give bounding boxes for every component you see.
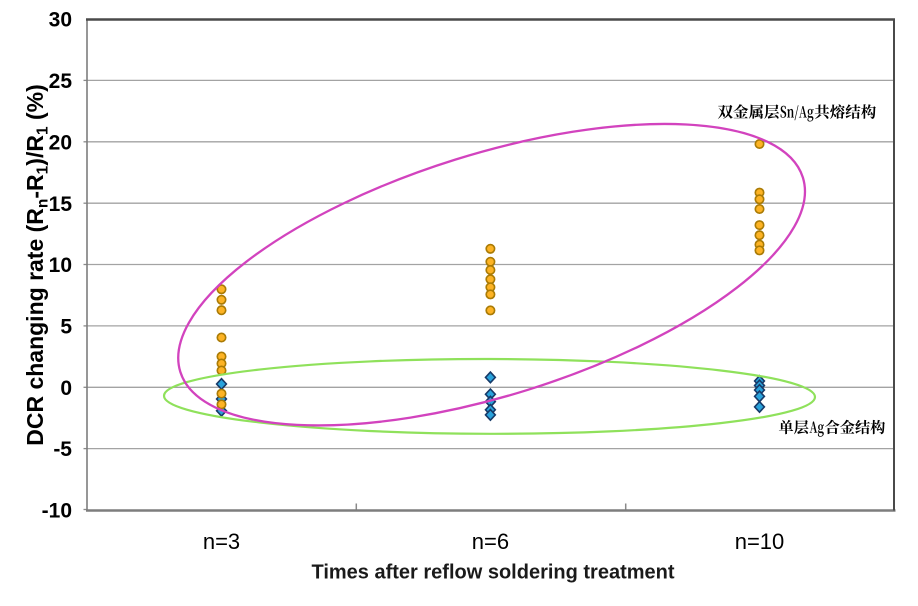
svg-text:10: 10 bbox=[49, 254, 72, 277]
svg-text:DCR changing rate (Rn-R1)/R1 (: DCR changing rate (Rn-R1)/R1 (%) bbox=[22, 84, 52, 446]
svg-text:-10: -10 bbox=[42, 500, 72, 523]
svg-text:n=6: n=6 bbox=[472, 529, 509, 554]
svg-text:30: 30 bbox=[49, 9, 72, 32]
svg-text:5: 5 bbox=[60, 316, 72, 339]
svg-text:Times after reflow soldering t: Times after reflow soldering treatment bbox=[311, 562, 674, 584]
svg-text:20: 20 bbox=[49, 131, 72, 154]
svg-text:n=3: n=3 bbox=[203, 529, 240, 554]
svg-text:15: 15 bbox=[49, 193, 73, 216]
svg-text:-5: -5 bbox=[53, 438, 72, 461]
svg-text:25: 25 bbox=[49, 70, 73, 93]
svg-text:0: 0 bbox=[60, 377, 72, 400]
svg-text:n=10: n=10 bbox=[735, 529, 785, 554]
